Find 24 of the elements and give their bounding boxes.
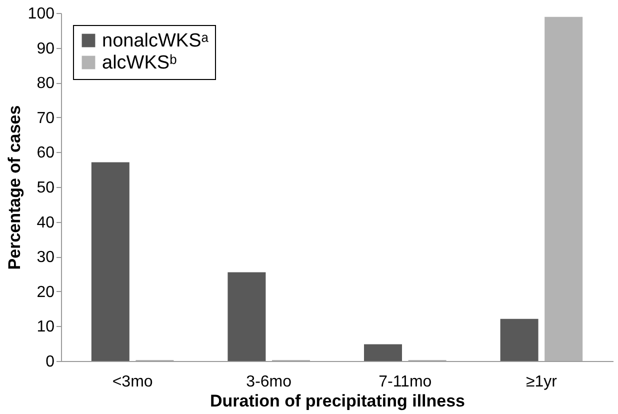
x-tick-label: 3-6mo [246, 374, 292, 390]
y-tick-label: 0 [46, 354, 55, 370]
y-tick-label: 80 [36, 75, 55, 92]
y-axis-title: Percentage of cases [4, 105, 24, 270]
y-tick-label: 70 [36, 110, 55, 127]
bar [91, 162, 130, 361]
y-tick-label: 60 [36, 144, 55, 162]
x-axis-title: Duration of precipitating illness [210, 392, 466, 410]
bar [228, 272, 266, 361]
bar [544, 16, 583, 361]
legend-label: alcWKSᵇ [102, 52, 177, 74]
y-tick-label: 90 [36, 40, 55, 58]
legend-label: nonalcWKSᵃ [102, 30, 210, 52]
x-tick-label: <3mo [112, 374, 153, 390]
y-tick-label: 100 [28, 6, 55, 22]
y-tick-label: 30 [36, 249, 55, 266]
y-tick-label: 50 [36, 180, 55, 196]
bar [500, 318, 538, 361]
x-tick-label: 7-11mo [378, 374, 432, 390]
y-tick-label: 40 [36, 214, 55, 232]
y-tick-label: 10 [36, 318, 55, 336]
bar [364, 344, 402, 361]
x-tick-label: ≥1yr [526, 374, 558, 390]
y-tick-label: 20 [36, 284, 55, 301]
